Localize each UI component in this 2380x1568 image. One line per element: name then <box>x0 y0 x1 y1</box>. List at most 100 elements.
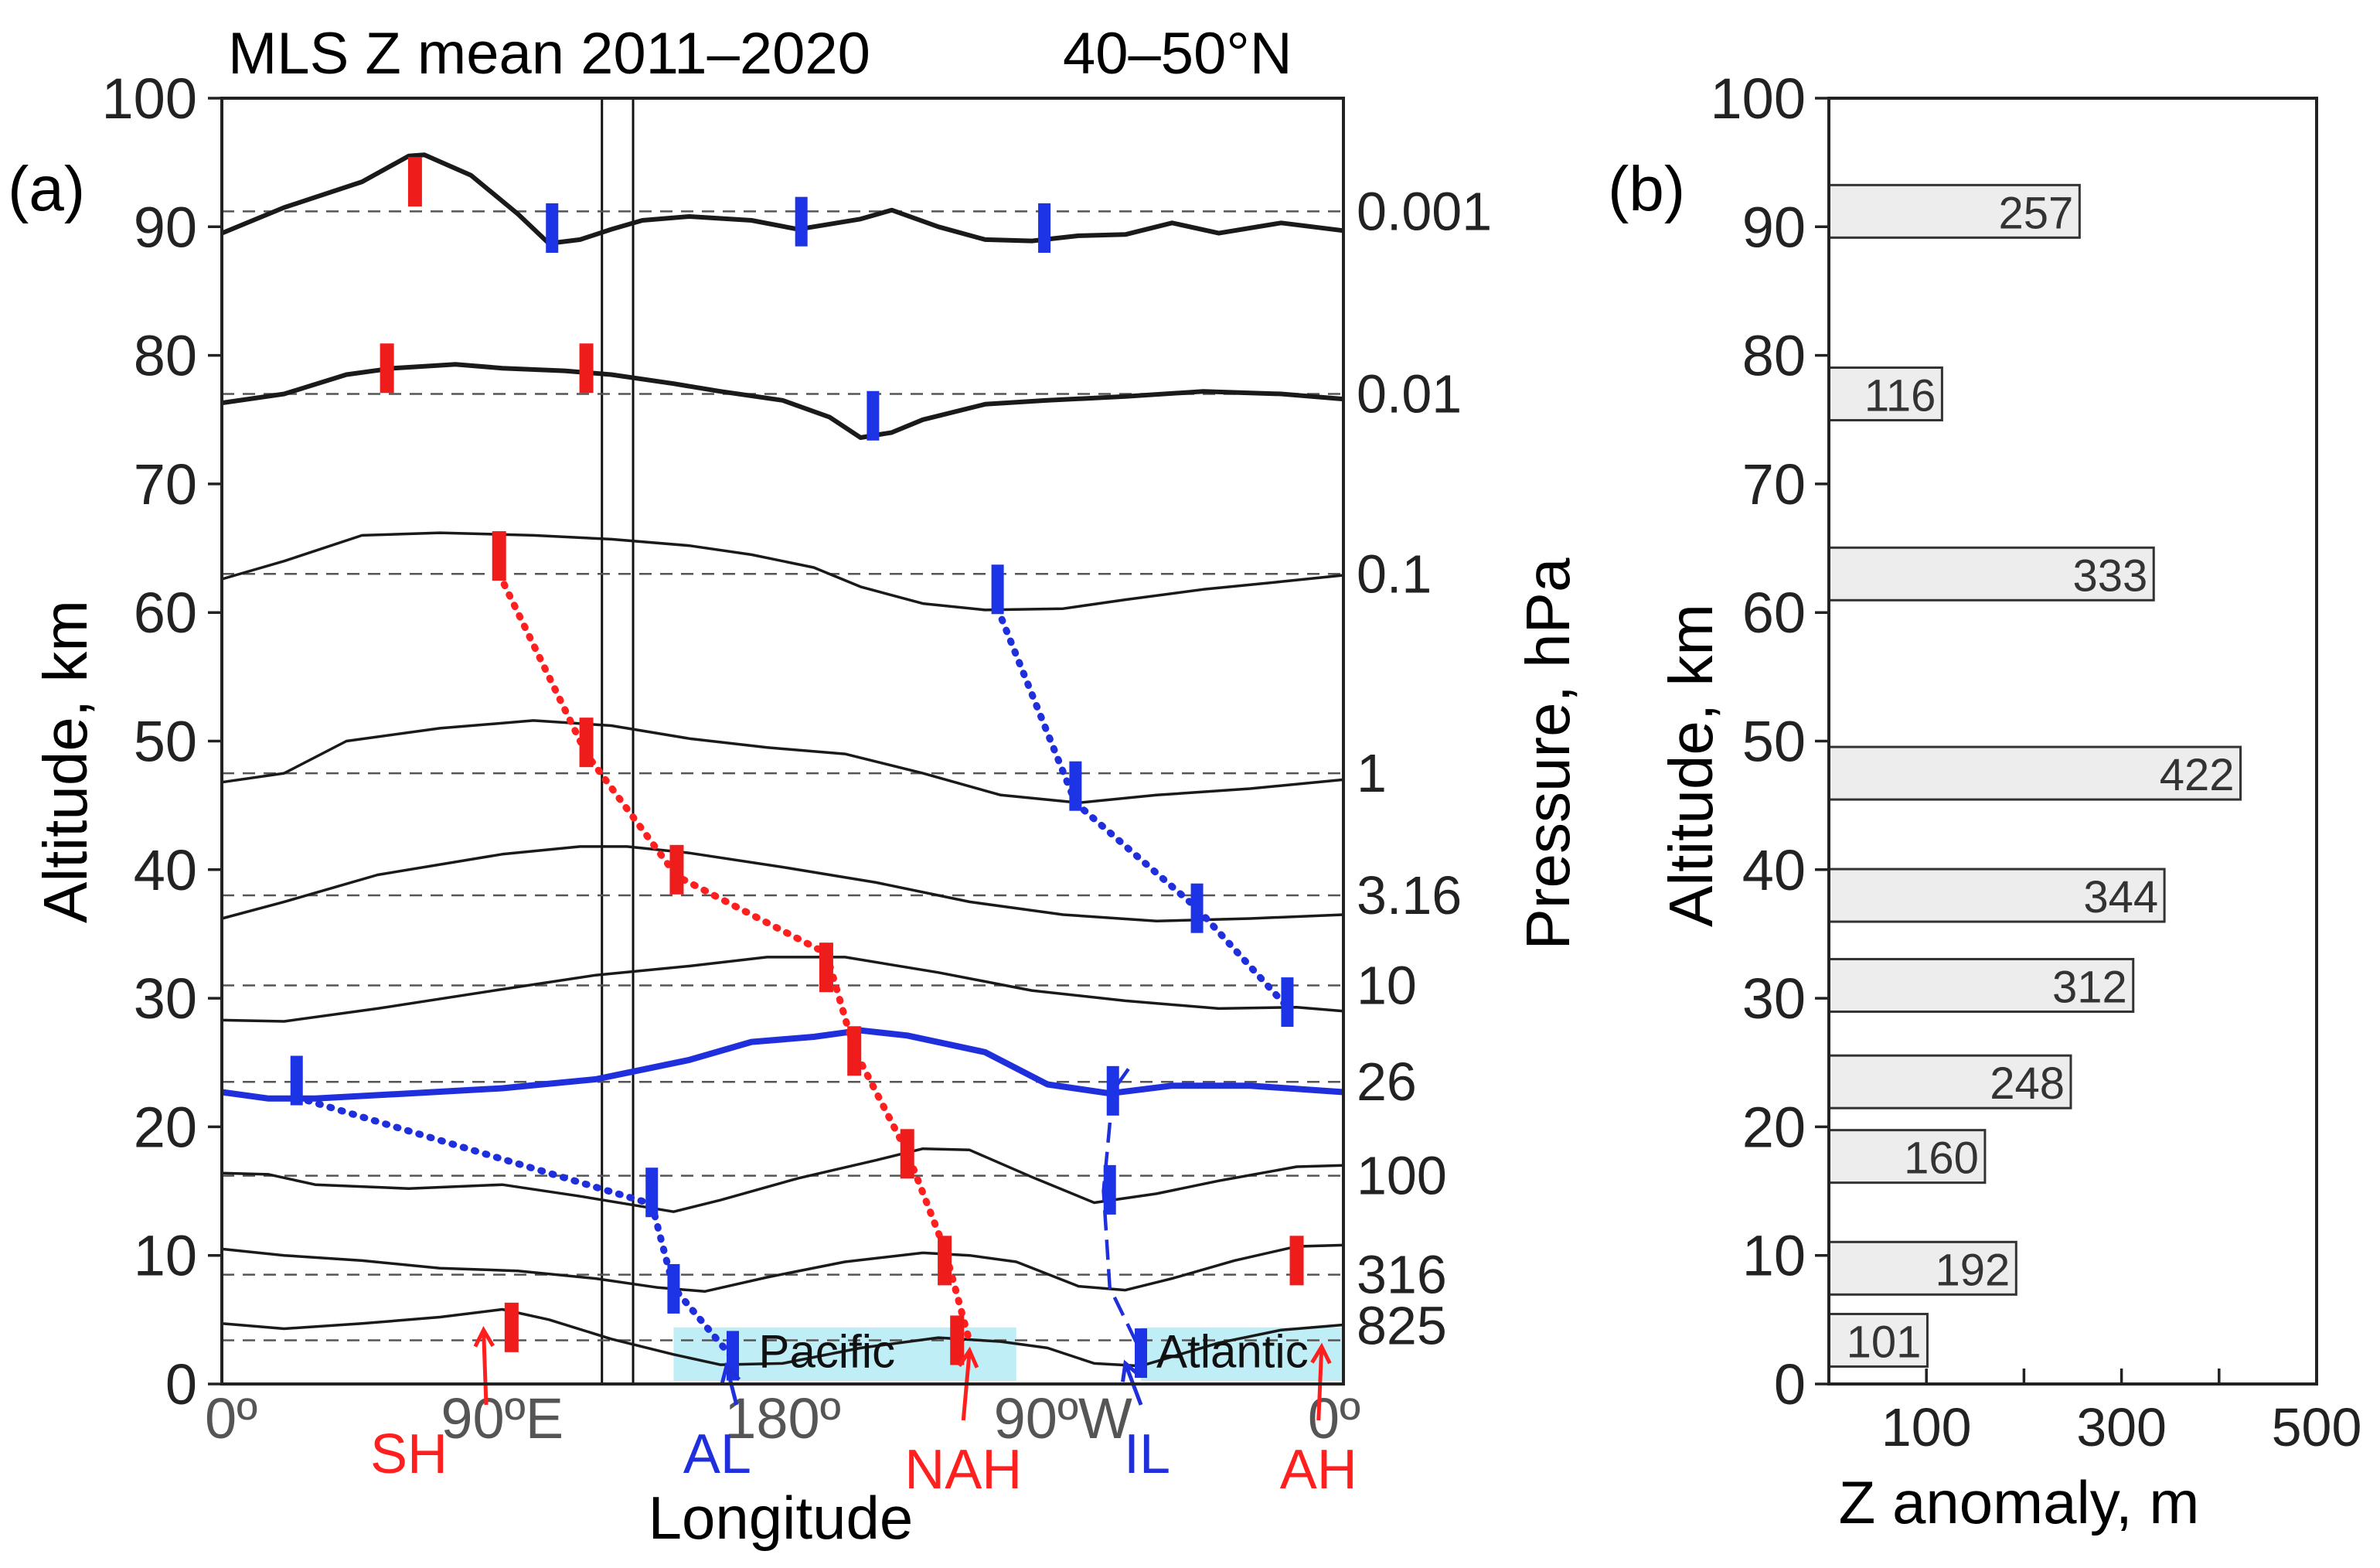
x-tick-label: 90ºW <box>994 1386 1132 1450</box>
y-tick-label: 60 <box>134 581 197 645</box>
geopotential-height-line <box>221 1243 1344 1294</box>
pressure-level-label: 0.001 <box>1357 181 1492 241</box>
anomaly-bar <box>1827 868 2166 923</box>
y-tick-label: 70 <box>134 452 197 516</box>
y-tick-label: 10 <box>134 1224 197 1288</box>
anomaly-bar-label: 160 <box>1904 1133 1979 1184</box>
pressure-level-label: 26 <box>1357 1052 1417 1112</box>
anomaly-bar-label: 192 <box>1936 1245 2011 1295</box>
anomaly-bar <box>1827 546 2155 602</box>
annotation-label-ah: AH <box>1280 1439 1357 1501</box>
anomaly-bar-label: 422 <box>2160 750 2235 800</box>
panel-a-label: (a) <box>8 154 85 224</box>
geopotential-height-line <box>220 152 1344 246</box>
y-tick-label: 20 <box>134 1095 197 1159</box>
high-pressure-marker <box>950 1315 965 1365</box>
ocean-band-atlantic <box>1141 1327 1343 1381</box>
anomaly-bar <box>1827 957 2135 1013</box>
anomaly-bar-label: 312 <box>2052 962 2127 1012</box>
anomaly-bar-label: 257 <box>1999 188 2074 238</box>
low-pressure-marker <box>1281 977 1294 1028</box>
anomaly-bar-label: 333 <box>2072 551 2147 601</box>
panel-a: MLS Z mean 2011–2020 40–50°N (a) Longitu… <box>8 21 1582 1552</box>
b-y-tick-label: 40 <box>1742 838 1806 902</box>
y-tick-label: 0 <box>165 1352 197 1416</box>
annotation-arrowhead <box>1310 1342 1332 1365</box>
low-pressure-marker <box>667 1263 680 1314</box>
low-pressure-marker <box>1069 761 1082 811</box>
low-pressure-marker <box>991 564 1004 615</box>
panel-a-ylabel: Altitude, km <box>31 600 100 923</box>
pressure-level-label: 0.1 <box>1357 544 1432 604</box>
high-pressure-marker <box>380 343 394 394</box>
b-y-tick-label: 30 <box>1742 966 1806 1031</box>
b-y-tick-label: 20 <box>1742 1095 1806 1159</box>
pressure-level-label: 825 <box>1357 1295 1447 1355</box>
pressure-level-label: 10 <box>1357 955 1417 1015</box>
panel-b-frame <box>1827 97 2318 1386</box>
y-tick-label: 30 <box>134 966 197 1031</box>
x-tick-label: 0º <box>1308 1386 1360 1450</box>
annotation-arrowhead <box>720 1362 741 1385</box>
x-tick-label: 180º <box>724 1386 841 1450</box>
annotation-label-sh: SH <box>370 1423 448 1485</box>
high-pressure-marker <box>819 943 833 993</box>
b-y-tick-label: 80 <box>1742 324 1806 388</box>
anomaly-bar <box>1827 1054 2072 1110</box>
low-pressure-marker <box>795 196 808 247</box>
b-y-tick-label: 70 <box>1742 452 1806 516</box>
annotation-arrow <box>482 1330 489 1406</box>
anomaly-bar-label: 101 <box>1847 1317 1922 1367</box>
ocean-band-label: Atlantic <box>1156 1325 1309 1377</box>
panel-b-xlabel: Z anomaly, m <box>1839 1468 2200 1536</box>
annotation-label-nah: NAH <box>904 1439 1022 1501</box>
high-pressure-marker <box>492 531 506 581</box>
aleutian-track <box>293 1093 737 1362</box>
high-pressure-marker <box>504 1302 519 1352</box>
geopotential-height-line <box>221 531 1344 612</box>
high-pressure-marker <box>579 718 594 768</box>
annotation-arrowhead <box>1121 1359 1141 1382</box>
b-y-tick-label: 60 <box>1742 581 1806 645</box>
y-tick-label: 100 <box>102 66 197 131</box>
panel-a-y2label: Pressure, hPa <box>1513 557 1582 949</box>
y-tick-label: 50 <box>134 710 197 774</box>
high-pressure-marker <box>900 1129 914 1179</box>
low-pressure-marker <box>867 390 880 441</box>
annotation-arrowhead <box>957 1346 979 1369</box>
panel-b-ylabel: Altitude, km <box>1656 604 1725 927</box>
panel-a-frame <box>220 97 1345 1386</box>
geopotential-height-line <box>221 1027 1344 1102</box>
pressure-level-label: 3.16 <box>1357 865 1462 925</box>
geopotential-height-line <box>221 845 1344 923</box>
b-y-tick-label: 100 <box>1711 66 1806 131</box>
pressure-level-label: 0.01 <box>1357 363 1462 424</box>
anomaly-bar-label: 344 <box>2083 872 2158 922</box>
low-pressure-marker <box>1106 1065 1119 1116</box>
y-tick-label: 90 <box>134 195 197 259</box>
y-tick-label: 80 <box>134 324 197 388</box>
anomaly-bar-label: 248 <box>1990 1058 2065 1109</box>
anomaly-bar <box>1827 1312 1929 1368</box>
panel-b-label: (b) <box>1608 154 1685 224</box>
y-tick-label: 40 <box>134 838 197 902</box>
annotation-label-al: AL <box>683 1423 751 1485</box>
ocean-band-label: Pacific <box>758 1325 895 1377</box>
low-pressure-marker <box>1038 203 1051 253</box>
anomaly-bar <box>1827 183 2081 239</box>
low-pressure-marker <box>290 1055 303 1106</box>
annotation-arrowhead <box>473 1325 495 1348</box>
high-pressure-marker <box>938 1236 952 1286</box>
b-y-tick-label: 0 <box>1774 1352 1806 1416</box>
anomaly-bar <box>1827 1240 2017 1296</box>
x-tick-label: 0º <box>205 1386 257 1450</box>
high-pressure-marker <box>1289 1236 1304 1286</box>
b-x-tick-label: 500 <box>2272 1397 2362 1457</box>
b-y-tick-label: 10 <box>1742 1224 1806 1288</box>
low-pressure-marker <box>1190 883 1204 933</box>
b-x-tick-label: 300 <box>2076 1397 2167 1457</box>
b-y-tick-label: 50 <box>1742 710 1806 774</box>
x-tick-label: 90ºE <box>441 1386 564 1450</box>
panel-a-region: 40–50°N <box>1063 21 1292 87</box>
